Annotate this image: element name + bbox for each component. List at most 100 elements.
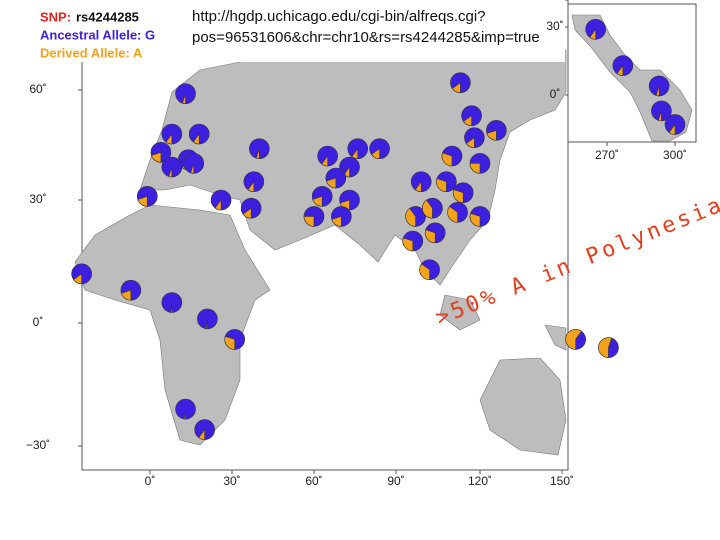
- pie: [150, 142, 172, 163]
- pie-derived: [657, 110, 662, 122]
- pie-derived: [371, 148, 380, 159]
- derived-allele: Derived Allele: A: [40, 45, 143, 60]
- pie-derived: [120, 289, 132, 301]
- pie-derived: [190, 163, 195, 174]
- pie: [410, 171, 432, 192]
- pie: [175, 398, 196, 420]
- header-box: [30, 0, 565, 62]
- url-line: pos=96531606&chr=chr10&rs=rs4244285&imp=…: [192, 29, 540, 46]
- pie: [71, 263, 92, 285]
- pie-derived: [325, 177, 337, 189]
- pie-derived: [414, 180, 422, 192]
- pie-derived: [598, 337, 612, 358]
- pie-derived: [589, 28, 596, 40]
- lon-tick-label: 30˚: [223, 474, 240, 488]
- pie: [161, 123, 183, 145]
- lon-tick-label: 150˚: [550, 474, 574, 488]
- pie: [120, 279, 142, 301]
- pie-derived: [469, 212, 481, 227]
- pie: [325, 167, 347, 189]
- pie: [598, 337, 619, 358]
- pie: [224, 329, 246, 350]
- pie-derived: [151, 151, 162, 163]
- lat-tick-label: 0˚: [33, 315, 44, 329]
- pie-derived: [165, 133, 173, 145]
- pie: [405, 206, 426, 227]
- pie-derived: [463, 115, 472, 126]
- pie: [585, 18, 606, 40]
- pie-derived: [214, 199, 222, 211]
- pie-derived: [137, 195, 148, 207]
- pie-derived: [183, 409, 186, 420]
- pie: [317, 145, 338, 167]
- pie-derived: [321, 155, 328, 167]
- pie: [565, 329, 586, 350]
- pie: [339, 156, 360, 178]
- pie-derived: [436, 178, 447, 192]
- pie-derived: [486, 129, 497, 141]
- pie: [464, 127, 485, 148]
- pie-derived: [565, 329, 582, 350]
- pie: [447, 202, 468, 223]
- pie-derived: [402, 237, 414, 252]
- pie: [436, 171, 457, 192]
- pie-derived: [168, 166, 173, 178]
- pie: [402, 230, 424, 252]
- lon-tick-label: 0˚: [145, 474, 156, 488]
- inset-lon-tick-label: 300˚: [663, 148, 687, 162]
- pie-derived: [255, 148, 260, 159]
- pie: [311, 186, 333, 207]
- islands: [439, 294, 481, 331]
- main-map: [30, 0, 569, 471]
- pie-derived: [616, 64, 624, 76]
- snp-label: SNP:: [40, 9, 71, 24]
- lon-tick-label: 120˚: [468, 474, 492, 488]
- pie: [461, 105, 482, 126]
- pie-derived: [655, 85, 660, 97]
- pie-derived: [73, 273, 82, 285]
- pie-derived: [312, 195, 323, 207]
- pie: [249, 138, 270, 159]
- pie: [419, 259, 440, 281]
- pie-derived: [192, 133, 200, 145]
- pie: [194, 419, 215, 440]
- pie-derived: [182, 93, 186, 104]
- pie: [469, 206, 491, 227]
- pie-derived: [422, 199, 433, 219]
- pie-derived: [447, 206, 458, 223]
- pie-derived: [668, 123, 676, 135]
- pie: [339, 189, 360, 211]
- pie: [161, 156, 183, 178]
- pie: [136, 186, 158, 207]
- inset-lat-tick-label: 30˚: [546, 19, 563, 33]
- pie-derived: [205, 318, 208, 330]
- ancestral-allele: Ancestral Allele: G: [40, 27, 155, 42]
- snp-id: rs4244285: [76, 9, 139, 24]
- pie: [347, 138, 369, 159]
- lat-tick-label: 30˚: [29, 192, 46, 206]
- pie: [331, 206, 352, 227]
- pie-derived: [331, 215, 342, 227]
- inset-lat-tick-label: 0˚: [550, 87, 561, 101]
- url-line: http://hgdp.uchicago.edu/cgi-bin/alfreqs…: [192, 8, 486, 25]
- pie-derived: [242, 207, 252, 219]
- africa: [74, 204, 271, 446]
- pie-derived: [170, 302, 173, 313]
- pie-derived: [452, 189, 464, 203]
- pie-derived: [224, 335, 236, 350]
- inset-lon-tick-label: 270˚: [595, 148, 619, 162]
- pie-derived: [441, 152, 453, 167]
- pie: [664, 114, 686, 135]
- pie: [612, 55, 634, 76]
- pie: [240, 197, 262, 219]
- pie-derived: [247, 180, 255, 192]
- pie-derived: [405, 207, 416, 227]
- pie: [452, 182, 474, 203]
- pie: [175, 83, 196, 104]
- pie: [424, 222, 446, 244]
- pie-derived: [198, 428, 205, 440]
- pie-derived: [469, 163, 481, 174]
- pie-derived: [451, 82, 461, 93]
- pie: [188, 123, 210, 145]
